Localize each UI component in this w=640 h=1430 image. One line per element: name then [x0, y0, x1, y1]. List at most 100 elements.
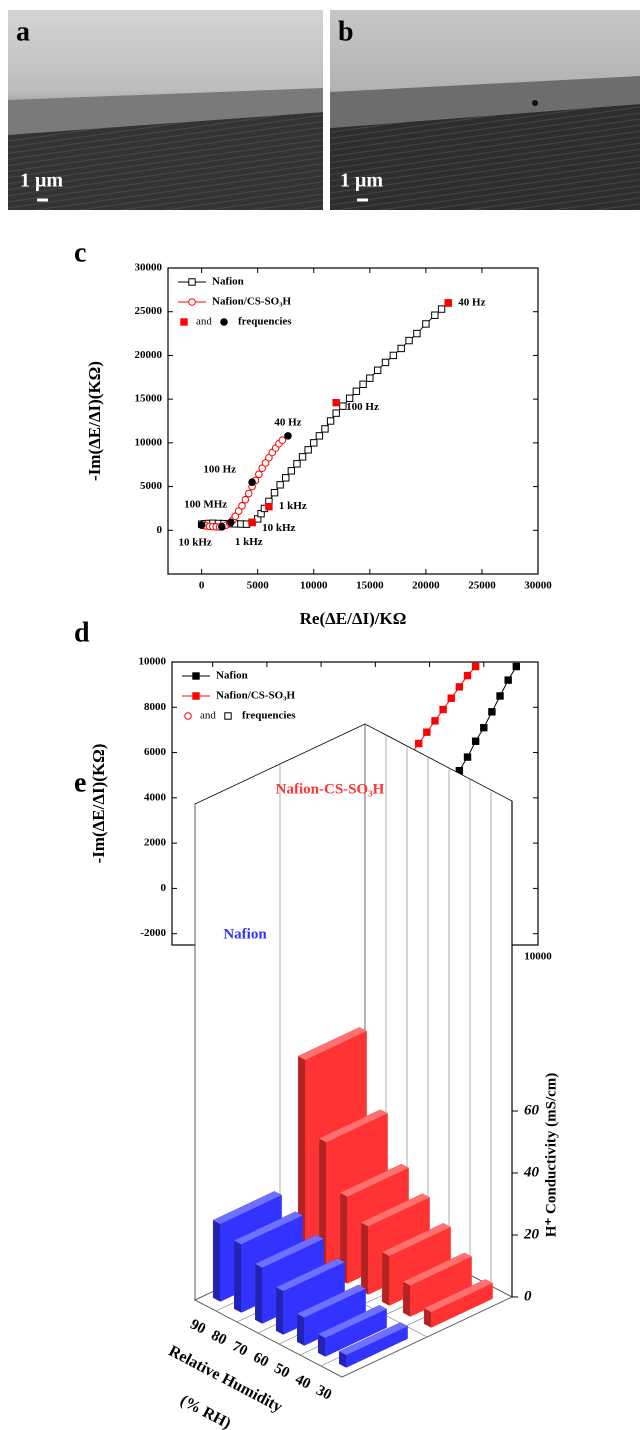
scale-bar-label: 1 μm	[20, 170, 63, 192]
point-label: 100 Hz	[203, 464, 236, 476]
bar-side-shade	[213, 1220, 221, 1302]
y-tick-label: 0	[161, 882, 167, 894]
point	[339, 402, 347, 410]
point	[218, 522, 226, 531]
bar-top	[275, 1258, 346, 1292]
y-tick-label: 15000	[135, 393, 163, 405]
series-label: Nafion	[223, 926, 267, 942]
point	[261, 459, 270, 467]
point	[381, 358, 390, 367]
y-axis-label: H⁺ Conductivity (mS/cm)	[543, 1073, 559, 1238]
x-tick-label: 5000	[247, 580, 270, 592]
z-tick-label: 0	[524, 1288, 532, 1304]
bar-top	[423, 1279, 494, 1313]
bar-top	[317, 1305, 388, 1339]
point	[197, 521, 206, 529]
point	[238, 502, 246, 510]
bar-side-shade	[424, 1308, 432, 1328]
bar	[338, 1322, 409, 1368]
bar-top-shade	[318, 1305, 387, 1338]
plot-frame	[167, 267, 539, 575]
point	[321, 425, 329, 433]
point	[265, 502, 273, 511]
panel-label: c	[74, 237, 86, 268]
x-tick-label: 30	[313, 1382, 334, 1403]
bar-top	[381, 1223, 452, 1257]
bar-top-shade	[403, 1252, 472, 1286]
bar-top-shade	[339, 1322, 408, 1356]
series-label: Nafion-CS-SO₃H	[276, 781, 385, 797]
point	[310, 439, 318, 447]
point	[298, 453, 307, 461]
x-tick-label: 0	[199, 580, 205, 592]
point	[480, 723, 488, 732]
legend-label: Nafion	[216, 670, 248, 682]
y-tick-label: 6000	[144, 746, 167, 758]
x-axis-label: Re(ΔE/ΔI)/KΩ	[300, 609, 407, 628]
point	[439, 705, 447, 714]
point	[405, 336, 413, 345]
point-label: 40 Hz	[274, 416, 301, 428]
point-label: 100 MHz	[184, 499, 227, 511]
bar	[317, 1305, 388, 1357]
x-tick-label: 60	[250, 1349, 271, 1370]
x-tick-label: 15000	[356, 580, 384, 592]
point-label: 40 Hz	[458, 297, 485, 309]
point	[234, 507, 243, 515]
bar-top	[360, 1193, 431, 1227]
bar-top-shade	[234, 1211, 303, 1245]
scale-bar-label: 1 μm	[340, 170, 383, 192]
point	[248, 518, 256, 527]
point	[270, 488, 279, 497]
bar-top-shade	[276, 1258, 345, 1292]
point	[512, 662, 521, 671]
y-tick-label: 20000	[135, 349, 163, 361]
legend-marker	[188, 298, 196, 306]
point	[258, 464, 266, 473]
point	[389, 351, 398, 360]
point	[463, 753, 472, 761]
point	[463, 671, 472, 680]
point	[255, 470, 263, 479]
legend-label: Nafion	[212, 276, 244, 288]
z-tick-label: 20	[523, 1226, 540, 1242]
grid-line	[194, 1299, 343, 1378]
bar-side-shade	[234, 1240, 242, 1313]
y-tick-label: -2000	[140, 927, 166, 939]
bar-top-shade	[319, 1109, 388, 1143]
bar	[402, 1252, 473, 1317]
point	[265, 453, 273, 462]
point	[488, 708, 496, 716]
bar-side-shade	[276, 1287, 284, 1335]
point	[352, 387, 361, 395]
point-label: 10 kHz	[179, 536, 212, 548]
bar-top	[402, 1252, 473, 1286]
point	[315, 432, 324, 440]
bar-top	[339, 1163, 410, 1197]
y-tick-label: 10000	[135, 436, 163, 448]
y-tick-label: 4000	[144, 791, 167, 803]
legend-marker	[192, 672, 200, 680]
legend-label: and	[200, 710, 216, 722]
bar-top-shade	[340, 1164, 409, 1197]
point	[504, 676, 512, 684]
point	[471, 662, 480, 671]
x-axis-label-unit: (% RH)	[177, 1392, 233, 1430]
bar-top-shade	[213, 1191, 282, 1224]
point	[359, 380, 367, 388]
x-tick-label: 40	[292, 1371, 313, 1392]
x-tick-label: 70	[229, 1338, 250, 1359]
bar-top	[296, 1284, 367, 1318]
point	[345, 394, 354, 402]
sem-image-a: a 1 μm	[8, 10, 323, 210]
bar-side-shade	[339, 1351, 347, 1368]
point-label: 1 kHz	[235, 536, 263, 548]
point	[437, 305, 446, 313]
point	[496, 692, 504, 700]
bar-side-shade	[361, 1222, 369, 1295]
bar-side-shade	[382, 1252, 390, 1306]
point	[244, 489, 253, 498]
point	[431, 717, 439, 725]
point	[278, 436, 287, 445]
bar-top-shade	[424, 1279, 493, 1312]
